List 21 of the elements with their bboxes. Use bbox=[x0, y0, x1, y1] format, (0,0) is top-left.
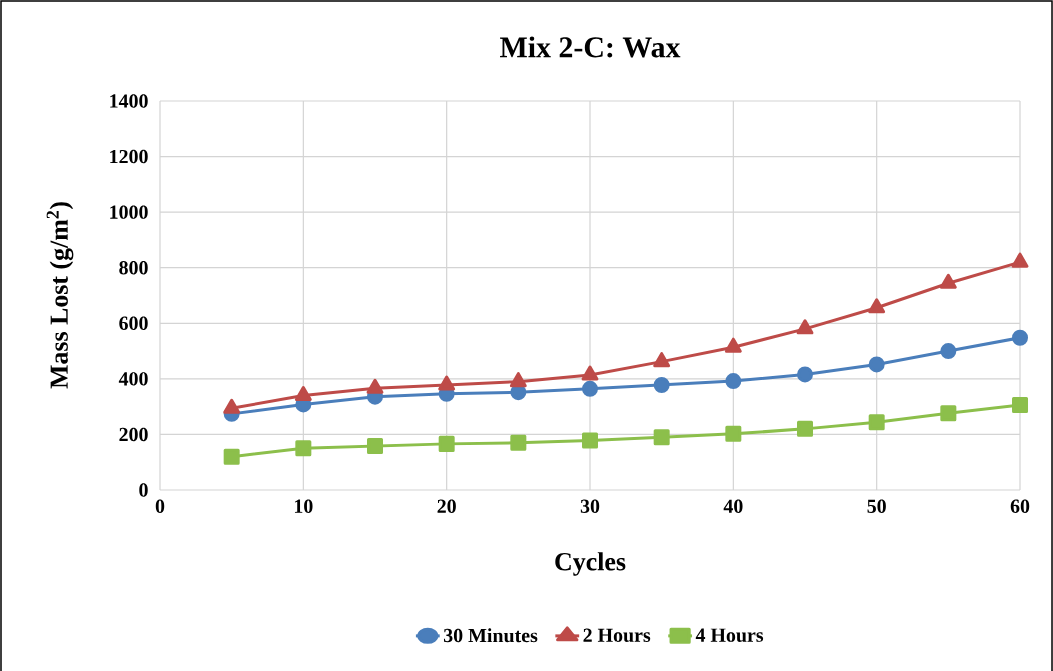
y-tick-label: 400 bbox=[118, 372, 148, 386]
y-tick-label: 200 bbox=[119, 427, 148, 442]
x-tick-label: 60 bbox=[1010, 499, 1030, 513]
y-tick-label: 800 bbox=[119, 260, 148, 275]
y-tick-label: 600 bbox=[119, 316, 148, 330]
y-tick-label: 0 bbox=[139, 483, 148, 497]
x-tick-label: 20 bbox=[437, 499, 456, 513]
y-tick-label: 1400 bbox=[110, 94, 148, 108]
x-tick-label: 50 bbox=[867, 499, 886, 513]
x-tick-label: 10 bbox=[294, 499, 313, 513]
y-tick-label: 1200 bbox=[110, 149, 148, 164]
legend-label: 30 Minutes bbox=[443, 628, 538, 643]
x-tick-label: 0 bbox=[155, 499, 165, 513]
x-tick-label: 30 bbox=[580, 499, 600, 513]
legend-label: 2 Hours bbox=[583, 628, 651, 642]
x-axis-title: Cycles bbox=[555, 552, 626, 576]
y-axis-title: Mass Lost (g/m$^{2}$) bbox=[46, 202, 74, 389]
chart-title: Mix 2-C: Wax bbox=[500, 36, 681, 58]
x-tick-label: 40 bbox=[723, 499, 743, 513]
y-tick-label: 1000 bbox=[110, 205, 148, 219]
legend-label: 4 Hours bbox=[695, 628, 764, 642]
